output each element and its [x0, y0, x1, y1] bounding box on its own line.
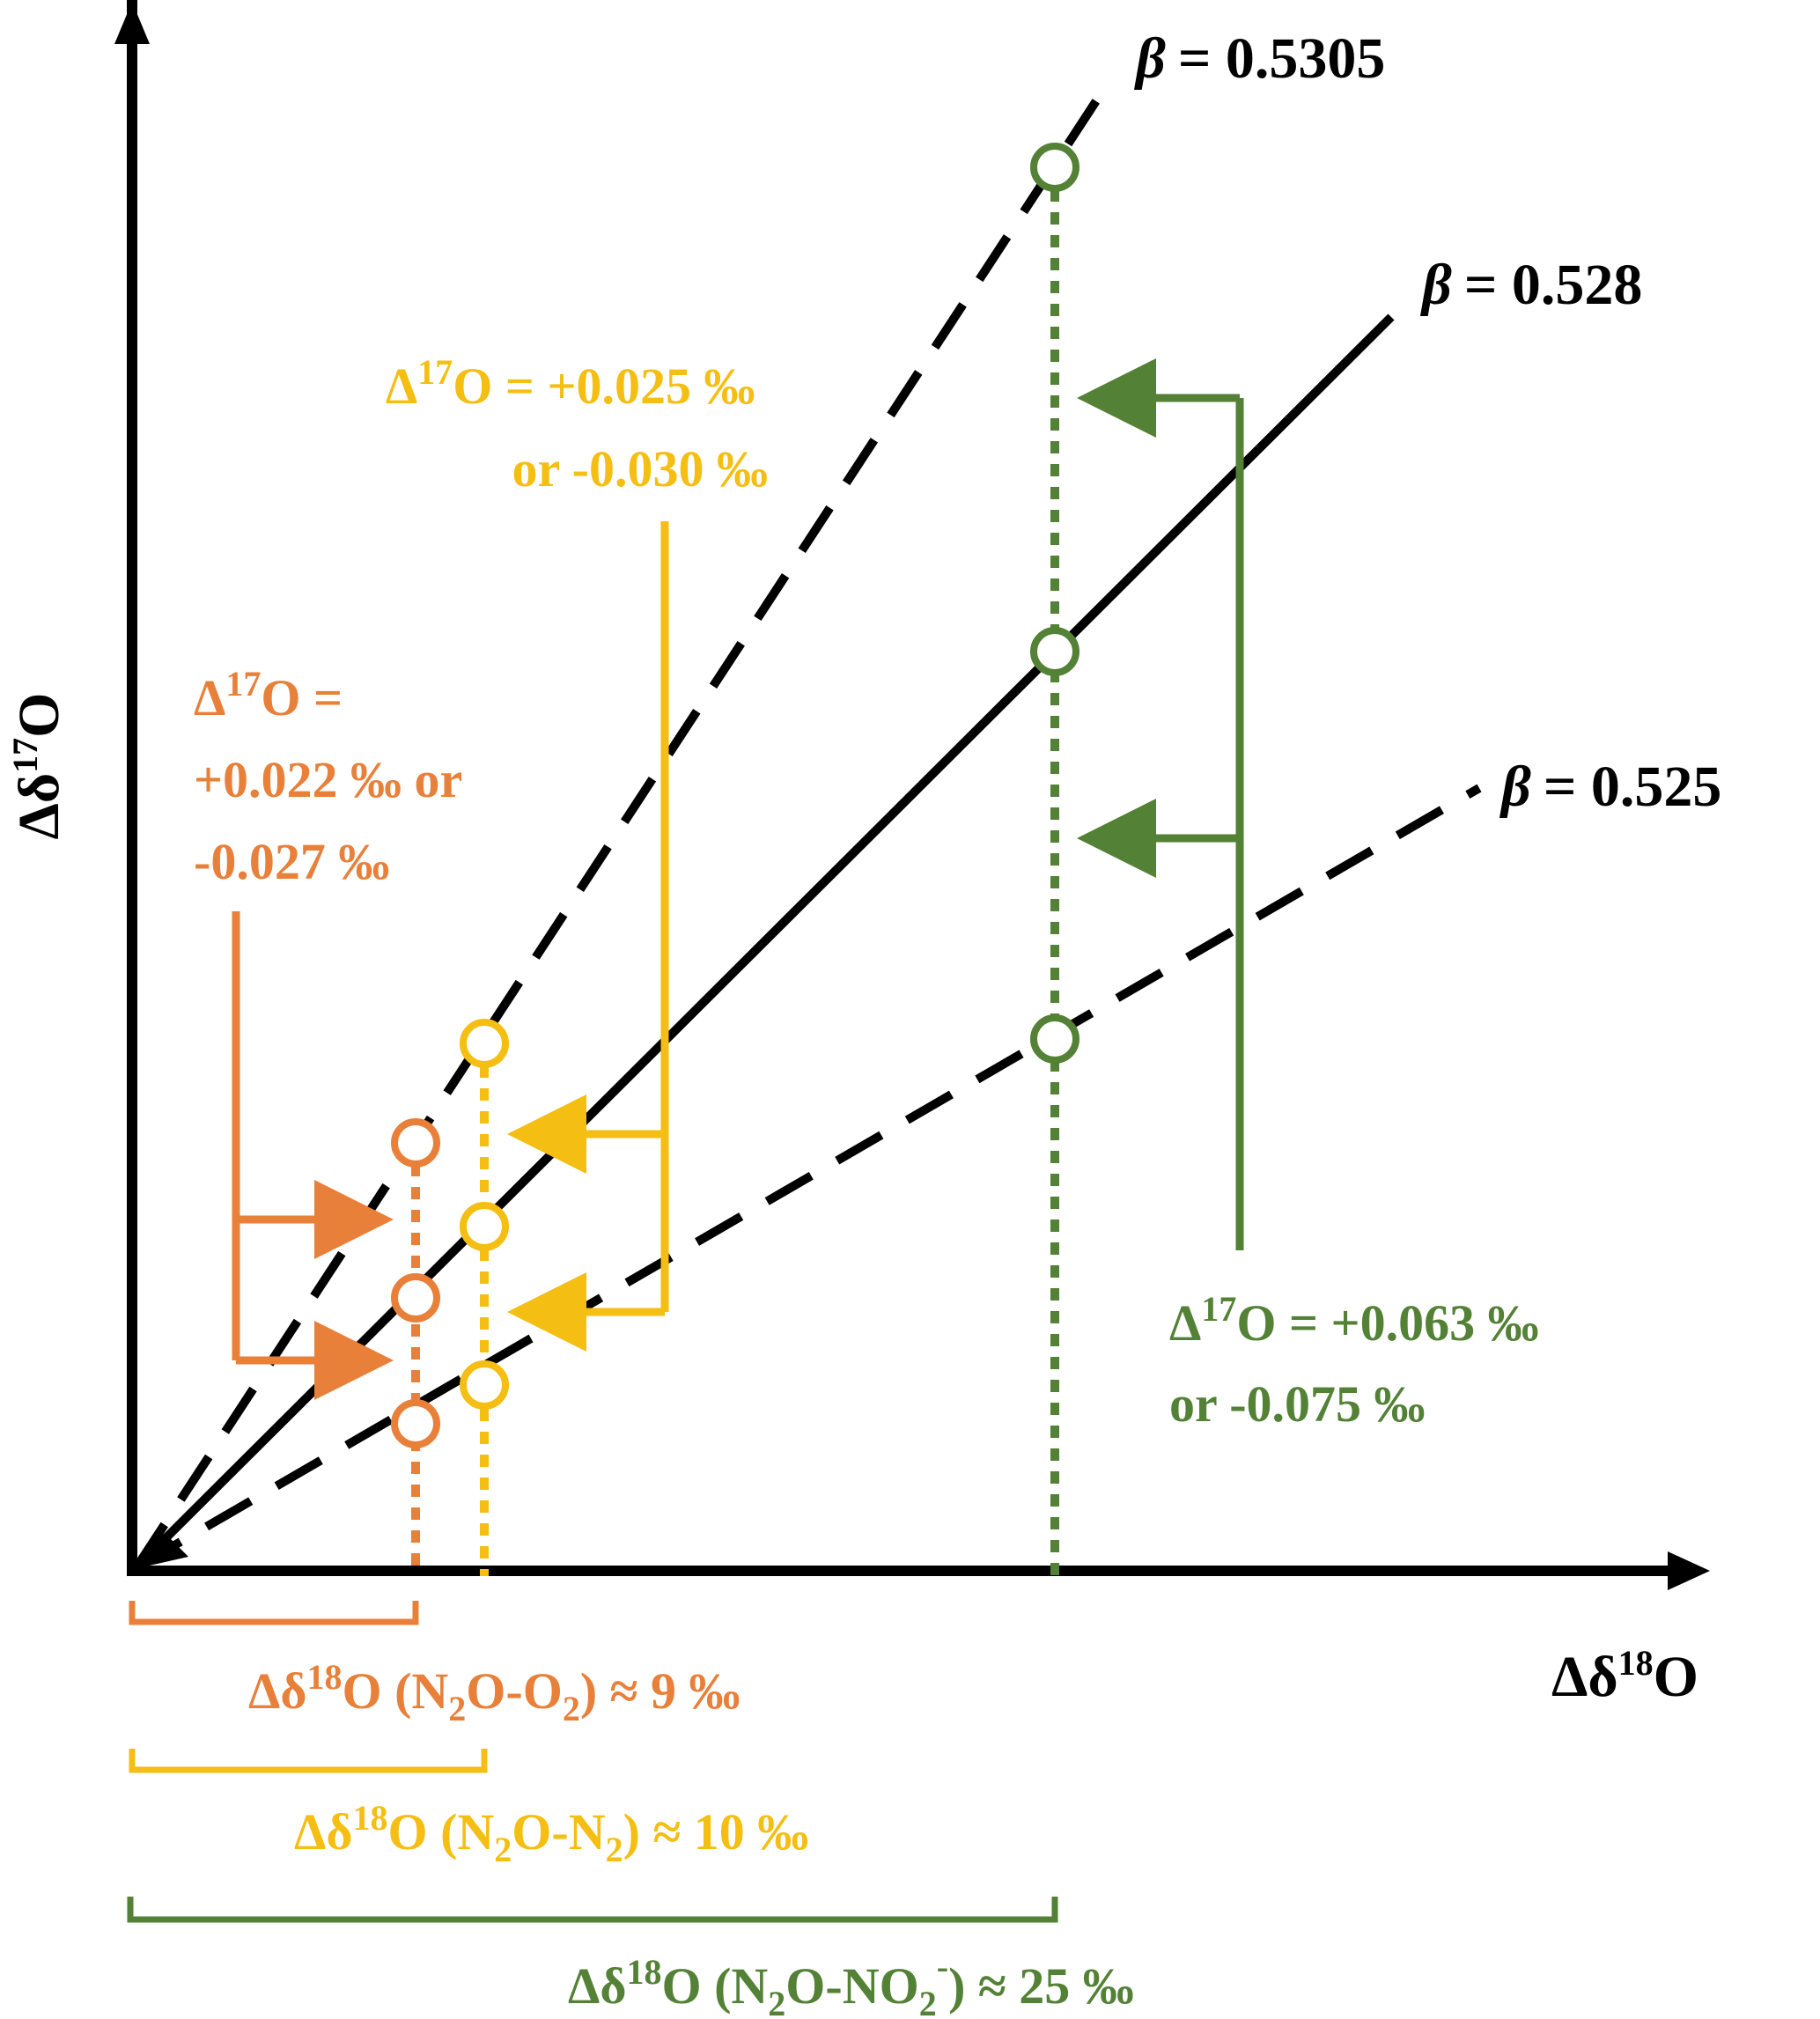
n2o-no2-annotation: Δ17O = +0.063 ‰ or -0.075 ‰: [1169, 1289, 1551, 1433]
n2o-n2-annotation: Δ17O = +0.025 ‰ or -0.030 ‰: [386, 352, 768, 497]
n2o-o2-x-bracket: [129, 1601, 419, 1625]
n2o-no2-point-high: [1030, 143, 1079, 192]
n2o-o2-point-high: [391, 1118, 440, 1168]
n2o-o2-x-label: Δδ18O (N2O-O2) ≈ 9 ‰: [248, 1657, 741, 1728]
n2o-n2-x-bracket: [129, 1749, 488, 1773]
n2o-no2-x-bracket: [127, 1897, 1058, 1923]
n2o-o2-point-low: [391, 1399, 440, 1448]
n2o-o2-group: Δ17O = +0.022 ‰ or -0.027 ‰ Δδ18O (N2O-O…: [129, 664, 741, 1728]
y-axis-label: Δδ17O: [5, 693, 71, 840]
n2o-no2-point-mid: [1030, 627, 1079, 676]
n2o-n2-point-high: [460, 1019, 509, 1068]
n2o-n2-point-mid: [460, 1202, 509, 1251]
y-axis-arrowhead: [114, 2, 150, 44]
n2o-o2-point-mid: [391, 1273, 440, 1323]
n2o-no2-group: Δ17O = +0.063 ‰ or -0.075 ‰ Δδ18O (N2O-N…: [127, 143, 1551, 2019]
n2o-n2-group: Δ17O = +0.025 ‰ or -0.030 ‰ Δδ18O (N2O-N…: [129, 352, 808, 1869]
n2o-o2-annotation: Δ17O = +0.022 ‰ or -0.027 ‰: [194, 664, 475, 890]
x-axis-arrowhead: [1668, 1551, 1710, 1590]
n2o-no2-point-low: [1030, 1014, 1079, 1064]
beta-0.528-label: β = 0.528: [1419, 253, 1642, 317]
beta-0.5305-label: β = 0.5305: [1133, 26, 1385, 91]
n2o-no2-x-label: Δδ18O (N2O-NO2-) ≈ 25 ‰: [568, 1947, 1134, 2019]
n2o-n2-x-label: Δδ18O (N2O-N2) ≈ 10 ‰: [294, 1798, 808, 1869]
n2o-n2-point-low: [460, 1360, 509, 1410]
beta-0.525-line: [134, 784, 1482, 1572]
beta-0.5305-line: [132, 94, 1103, 1570]
x-axis-label: Δδ18O: [1551, 1643, 1698, 1709]
beta-0.525-label: β = 0.525: [1499, 755, 1721, 819]
axes: [114, 0, 1710, 1590]
origin-arrowhead: [134, 1536, 188, 1569]
